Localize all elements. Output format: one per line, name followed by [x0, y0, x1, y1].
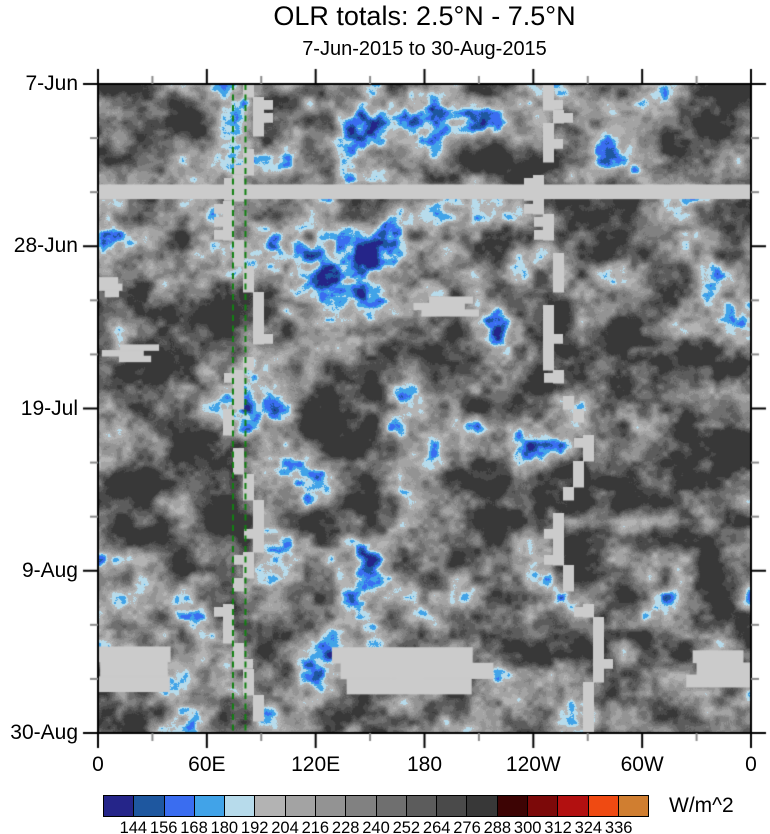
colorbar-cell	[557, 795, 589, 817]
colorbar-cell	[466, 795, 498, 817]
colorbar-cell	[587, 795, 619, 817]
colorbar-cell	[133, 795, 165, 817]
colorbar-cell	[163, 795, 195, 817]
colorbar-cell	[345, 795, 377, 817]
colorbar-cell	[254, 795, 286, 817]
colorbar-cell	[526, 795, 559, 817]
colorbar-cell	[103, 795, 135, 817]
colorbar-cell	[405, 795, 438, 817]
colorbar	[103, 795, 650, 817]
colorbar-units-label: W/m^2	[669, 794, 734, 817]
colorbar-cell	[375, 795, 407, 817]
colorbar-cell	[224, 795, 256, 817]
colorbar-cell	[617, 795, 650, 817]
colorbar-cell	[284, 795, 316, 817]
colorbar-cell	[314, 795, 347, 817]
colorbar-cell	[496, 795, 528, 817]
colorbar-cell	[193, 795, 226, 817]
colorbar-cell	[436, 795, 468, 817]
